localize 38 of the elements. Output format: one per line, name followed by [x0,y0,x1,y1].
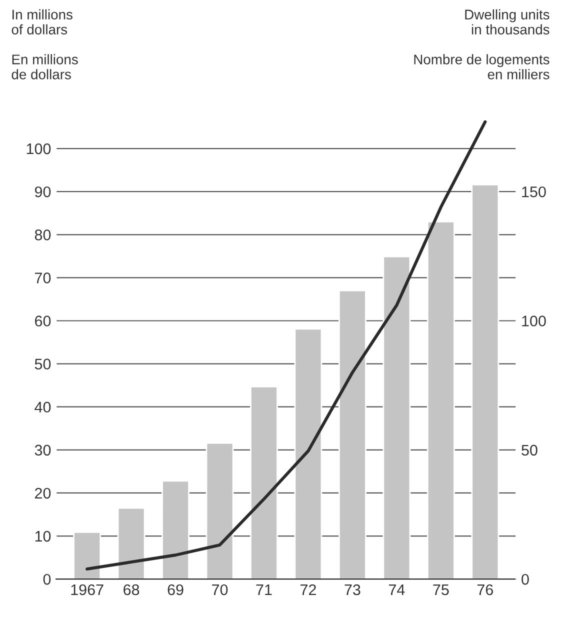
bar [250,386,278,580]
y-tick-label: 30 [34,444,51,456]
bar [73,531,102,580]
bar [426,221,455,580]
y-tick-label: 70 [35,272,51,284]
y-tick-label: 0 [43,574,51,585]
bar [206,442,234,580]
y-tick-label: 40 [34,402,51,413]
x-tick-label: 72 [300,584,316,596]
y-tick-label: 90 [34,186,51,198]
x-tick-label: 70 [212,584,228,596]
y2-tick-label: 0 [522,574,529,585]
bar [117,507,146,580]
x-tick-label: 71 [256,584,272,596]
y-tick-label: 10 [35,530,51,542]
bar [294,328,322,580]
y-tick-label: 80 [34,230,51,240]
bar [338,290,366,580]
x-tick-label: 68 [124,584,140,596]
y-tick-label: 60 [35,316,51,326]
text: Dwelling units in thousands Nombre de logements en milliers [414,9,550,80]
line-series [86,120,487,571]
x-tick-label: 75 [433,584,449,596]
x-tick-label: 1967 [71,584,104,596]
y-tick-label: 50 [34,358,51,370]
bar [162,480,190,580]
text: In millions of dollars En millions de dollars [12,9,78,80]
x-tick-label: 74 [388,584,405,596]
y-tick-label: 100 [26,143,51,154]
y2-tick-label: 100 [522,316,546,326]
bar [382,256,411,580]
bar [471,184,500,580]
x-tick-label: 69 [168,584,184,596]
y2-tick-label: 50 [522,444,538,456]
x-tick-label: 73 [344,584,360,596]
x-tick-label: 76 [477,584,493,596]
y-tick-label: 20 [35,488,51,499]
y2-tick-label: 150 [522,186,546,198]
